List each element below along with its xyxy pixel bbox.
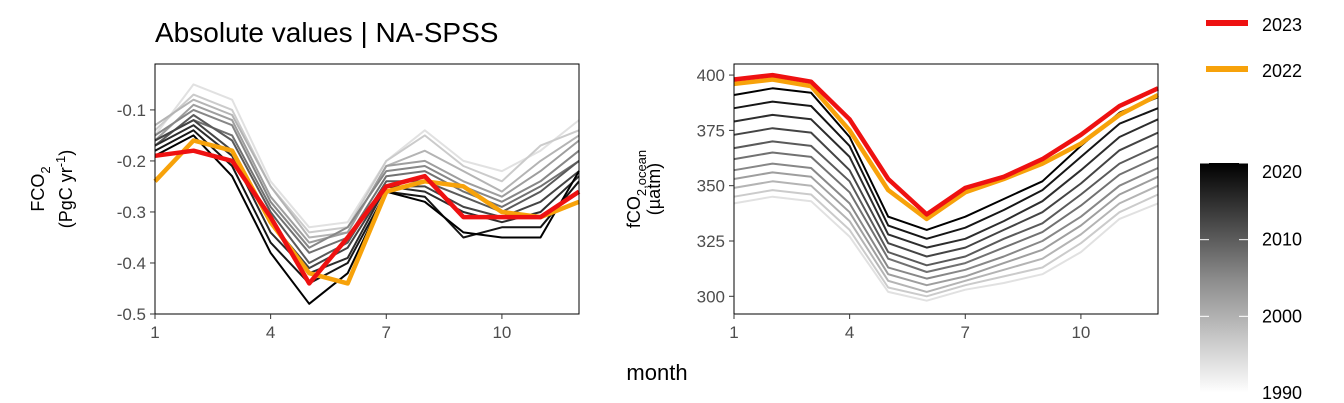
colorbar-tick-label: 1990 (1262, 383, 1302, 403)
panel-fco2-ocean-y-tick-label: 400 (697, 66, 725, 85)
panel-fco2-series-line-2005 (154, 119, 580, 254)
panel-fco2-series-line-2022 (153, 138, 580, 286)
panel-fco2-ocean-series-line-2002 (733, 162, 1159, 280)
panel-fco2-x-tick-label: 1 (150, 323, 159, 342)
panel-fco2-x-tick-label: 4 (266, 323, 275, 342)
panel-fco2-ocean-series-line-2005 (733, 151, 1159, 273)
panel-fco2-ocean-ylabel-unit: (µatm) (644, 163, 664, 215)
panel-fco2-ocean-frame (733, 63, 1159, 315)
panel-fco2-frame (154, 63, 580, 315)
panel-fco2-y-tick-label: -0.5 (117, 305, 146, 324)
panel-fco2-ocean: 1 4 7 10 300 325 350 375 400 fCO2,ocean (µatm) (624, 63, 1160, 342)
panel-fco2-lines (153, 83, 581, 305)
panel-fco2-ocean-series-line-2014 (733, 113, 1159, 249)
shared-x-axis-label: month (626, 360, 687, 385)
legend: 2023 2022 (1206, 15, 1302, 81)
panel-fco2-ocean-y-tick-label: 350 (697, 177, 725, 196)
panel-fco2-series-line-1990 (154, 83, 580, 229)
colorbar: 1990 2000 2010 2020 (1200, 162, 1302, 403)
figure-title: Absolute values | NA-SPSS (155, 17, 498, 48)
panel-fco2-ocean-x-tick-label: 10 (1071, 323, 1090, 342)
panel-fco2-ocean-y-ticks: 300 325 350 375 400 (697, 66, 734, 306)
panel-fco2-ocean-series-line-2022 (733, 77, 1160, 222)
panel-fco2-ocean-lines (733, 72, 1160, 302)
panel-fco2-ylabel-unit: (PgC yr-1) (53, 150, 76, 229)
panel-fco2-ocean-x-tick-label: 7 (961, 323, 970, 342)
panel-fco2-x-tick-label: 7 (382, 323, 391, 342)
panel-fco2-ocean-series-line-2023 (733, 72, 1159, 217)
panel-fco2-ocean-y-tick-label: 375 (697, 121, 725, 140)
panel-fco2-series-line-2023 (154, 148, 581, 286)
panel-fco2-y-tick-label: -0.4 (117, 254, 146, 273)
panel-fco2-x-tick-label: 10 (492, 323, 511, 342)
legend-label-2022: 2022 (1262, 61, 1302, 81)
panel-fco2-ocean-series-line-1990 (733, 195, 1159, 302)
panel-fco2: 1 4 7 10 -0.5 -0.4 -0.3 -0.2 -0.1 FCO2 (PgC yr-… (28, 63, 581, 342)
legend-label-2023: 2023 (1262, 15, 1302, 35)
colorbar-tick-label: 2020 (1262, 162, 1302, 182)
colorbar-gradient (1200, 163, 1248, 393)
panel-fco2-ocean-ylabel-main: fCO2,ocean (624, 150, 649, 228)
panel-fco2-ocean-series-line-1999 (733, 171, 1159, 287)
panel-fco2-y-ticks: -0.5 -0.4 -0.3 -0.2 -0.1 (117, 101, 155, 324)
panel-fco2-ocean-x-ticks: 1 4 7 10 (729, 314, 1090, 342)
panel-fco2-ylabel-main: FCO2 (28, 166, 53, 211)
panel-fco2-ocean-series-line-2011 (733, 127, 1159, 258)
panel-fco2-ocean-y-tick-label: 300 (697, 287, 725, 306)
panel-fco2-y-tick-label: -0.2 (117, 152, 146, 171)
colorbar-tick-label: 2010 (1262, 230, 1302, 250)
panel-fco2-x-ticks: 1 4 7 10 (150, 314, 511, 342)
panel-fco2-series-line-2002 (154, 108, 580, 249)
panel-fco2-ocean-x-tick-label: 1 (729, 323, 738, 342)
colorbar-ticks: 1990 2000 2010 2020 (1200, 162, 1302, 403)
panel-fco2-ocean-y-tick-label: 325 (697, 232, 725, 251)
panel-fco2-ocean-series-line-2017 (733, 100, 1159, 240)
colorbar-tick-label: 2000 (1262, 306, 1302, 326)
panel-fco2-ocean-x-tick-label: 4 (845, 323, 854, 342)
panel-fco2-ocean-series-line-2008 (733, 140, 1159, 267)
panel-fco2-y-tick-label: -0.1 (117, 101, 146, 120)
panel-fco2-ocean-series-line-1996 (733, 180, 1159, 293)
panel-fco2-y-tick-label: -0.3 (117, 203, 146, 222)
panel-fco2-series-line-1993 (154, 93, 580, 234)
panel-fco2-ocean-series-line-1993 (733, 189, 1159, 298)
